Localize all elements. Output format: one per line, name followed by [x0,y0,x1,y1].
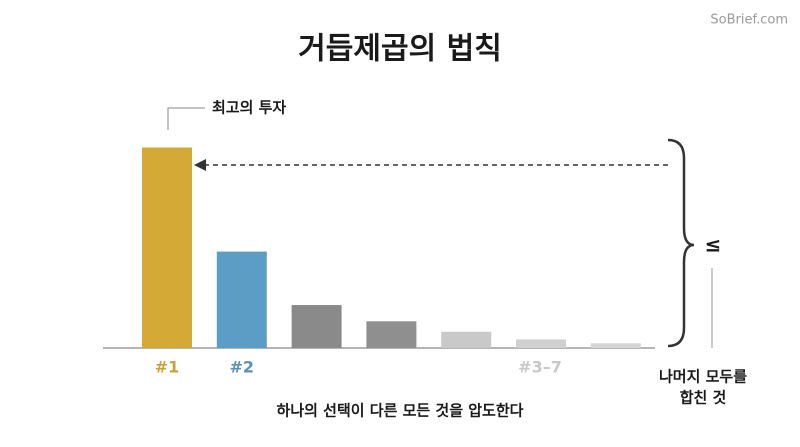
brace-symbol: ≤ [705,233,722,257]
bar [142,147,192,348]
watermark: SoBrief.com [710,13,788,28]
group-label: #3–7 [518,358,562,377]
bar [216,251,267,348]
top-annotation: 최고의 투자 [212,99,286,117]
caption: 하나의 선택이 다른 모든 것을 압도한다 [277,402,524,420]
callout-line [167,107,205,130]
chart-title: 거듭제곱의 법칙 [298,32,502,67]
brace-label: 나머지 모두를 [659,368,747,386]
brace-label: 합친 것 [680,389,727,407]
x-tick-label: #2 [230,358,255,377]
bar [291,305,342,348]
bar [441,331,492,348]
x-tick-label: #1 [155,358,180,377]
bar [590,343,641,348]
brace [667,138,695,348]
bar [516,339,566,348]
bar [366,321,417,348]
arrow-head [194,159,206,171]
